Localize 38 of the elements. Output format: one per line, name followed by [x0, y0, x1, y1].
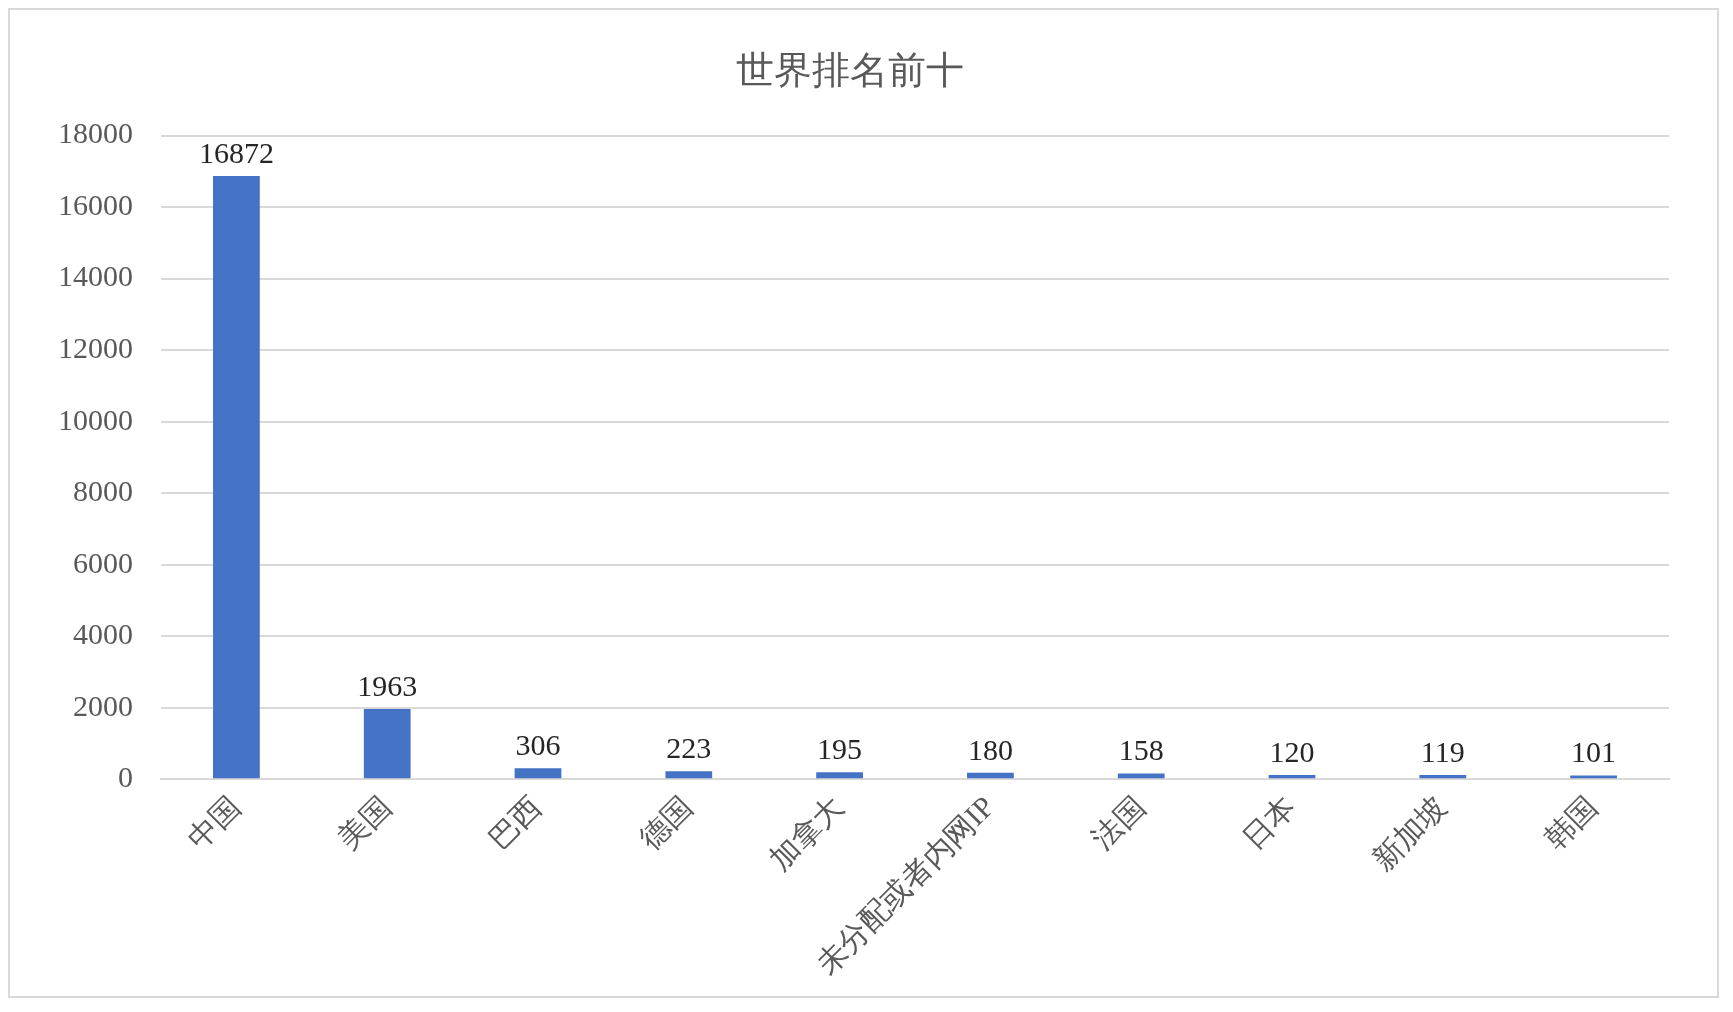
- y-tick-label: 14000: [58, 259, 133, 293]
- y-tick-label: 18000: [58, 116, 133, 150]
- bar: [1419, 774, 1467, 779]
- x-tick-label: 德国: [632, 789, 699, 856]
- data-label: 195: [817, 732, 863, 766]
- x-tick-label: 美国: [331, 789, 398, 856]
- x-tick-label: 韩国: [1537, 789, 1604, 856]
- x-tick-label: 法国: [1085, 789, 1152, 856]
- y-tick-label: 8000: [73, 474, 133, 508]
- bar: [514, 768, 562, 779]
- y-tick-label: 0: [118, 760, 133, 794]
- data-label: 16872: [198, 135, 274, 169]
- bar: [816, 772, 863, 779]
- bar: [363, 709, 411, 779]
- y-tick-label: 16000: [58, 187, 133, 221]
- x-tick-label: 新加坡: [1365, 789, 1453, 877]
- chart-title: 世界排名前十: [735, 48, 964, 91]
- x-tick-label: 加拿大: [762, 789, 850, 877]
- data-label: 101: [1571, 735, 1617, 769]
- bar: [1268, 774, 1316, 779]
- bar: [665, 771, 713, 779]
- y-tick-label: 6000: [73, 545, 133, 579]
- y-tick-label: 4000: [73, 617, 133, 651]
- y-tick-label: 10000: [58, 402, 133, 436]
- y-tick-label: 2000: [73, 688, 133, 722]
- x-tick-label: 日本: [1236, 789, 1302, 856]
- x-tick-label: 中国: [180, 789, 247, 856]
- data-label: 180: [967, 732, 1013, 766]
- data-label: 158: [1118, 733, 1164, 767]
- x-tick-label: 巴西: [482, 789, 548, 856]
- bar: [967, 772, 1014, 779]
- data-label: 1963: [357, 668, 418, 702]
- data-label: 306: [515, 728, 561, 762]
- y-tick-label: 12000: [58, 331, 133, 364]
- data-label: 120: [1269, 734, 1315, 768]
- data-label: 119: [1420, 734, 1465, 768]
- data-label: 223: [666, 731, 712, 765]
- bar: [213, 175, 260, 779]
